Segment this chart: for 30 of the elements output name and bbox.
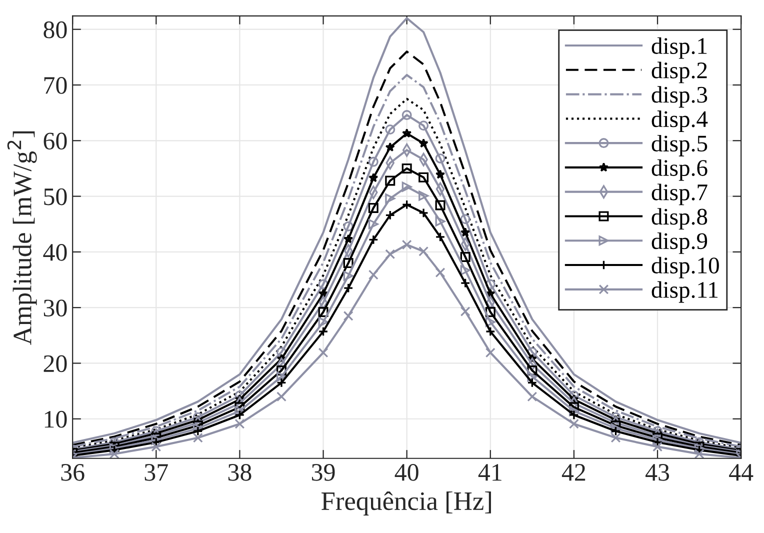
legend-label: disp.10 — [652, 256, 719, 278]
y-tick-label: 30 — [44, 300, 67, 316]
y-tick-label: 80 — [44, 21, 67, 38]
y-tick-label: 10 — [44, 410, 67, 428]
legend-label: disp.3 — [652, 86, 708, 108]
x-tick-label: 37 — [144, 464, 168, 481]
x-tick-label: 43 — [646, 464, 670, 481]
legend-label: disp.5 — [652, 134, 708, 156]
x-tick-label: 44 — [729, 464, 754, 481]
legend-label: disp.4 — [652, 110, 708, 132]
legend-label: disp.6 — [652, 159, 708, 181]
y-tick-label: 20 — [44, 355, 67, 372]
x-tick-label: 42 — [562, 464, 586, 481]
x-tick-label: 40 — [394, 464, 418, 481]
x-tick-label: 41 — [478, 464, 502, 481]
legend-label: disp.2 — [652, 62, 707, 84]
x-tick-label: 36 — [61, 464, 84, 481]
x-axis-title: Frequência [Hz] — [322, 491, 491, 516]
x-tick-label: 39 — [312, 464, 335, 481]
y-tick-label: 60 — [44, 132, 67, 150]
legend-label: disp.1 — [652, 37, 707, 59]
y-tick-label: 50 — [44, 188, 67, 206]
y-axis-title: Amplitude [mW/g$^{2}$] — [7, 131, 37, 345]
legend-label: disp.9 — [652, 232, 708, 254]
legend-label: disp.8 — [652, 208, 708, 230]
x-tick-label: 38 — [228, 464, 252, 481]
legend-label: disp.7 — [652, 184, 708, 206]
y-tick-label: 40 — [43, 244, 67, 261]
legend-label: disp.11 — [652, 281, 718, 303]
y-tick-label: 70 — [44, 77, 67, 94]
